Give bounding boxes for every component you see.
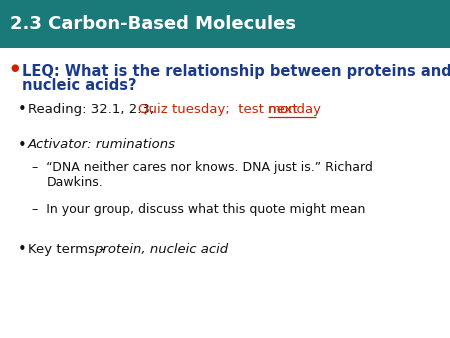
Text: 2.3 Carbon-Based Molecules: 2.3 Carbon-Based Molecules [10,15,296,33]
FancyBboxPatch shape [0,0,450,48]
Text: monday: monday [268,103,322,117]
Text: •: • [18,242,27,258]
Text: Dawkins.: Dawkins. [47,175,104,189]
Text: –  “DNA neither cares nor knows. DNA just is.” Richard: – “DNA neither cares nor knows. DNA just… [32,162,373,174]
Text: ●: ● [10,63,18,73]
Text: Quiz tuesday;  test next: Quiz tuesday; test next [138,103,302,117]
Text: Activator: ruminations: Activator: ruminations [28,139,176,151]
Text: –  In your group, discuss what this quote might mean: – In your group, discuss what this quote… [32,203,365,217]
Text: •: • [18,138,27,152]
Text: •: • [18,102,27,118]
Text: nucleic acids?: nucleic acids? [22,78,137,93]
Text: protein, nucleic acid: protein, nucleic acid [94,243,228,257]
Text: Reading: 32.1, 2.3;: Reading: 32.1, 2.3; [28,103,158,117]
Text: LEQ: What is the relationship between proteins and: LEQ: What is the relationship between pr… [22,64,450,79]
Text: Key terms –: Key terms – [28,243,110,257]
